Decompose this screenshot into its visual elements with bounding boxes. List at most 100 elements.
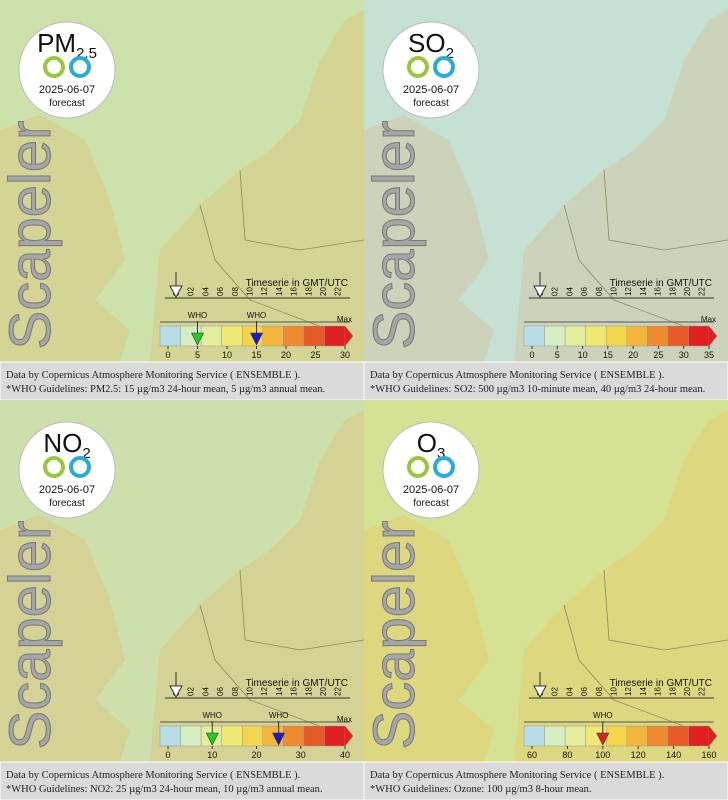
pollutant-name: O <box>417 428 437 458</box>
hour-label: 20 <box>683 687 692 696</box>
hour-label: 22 <box>698 287 707 296</box>
scale-tick-label: 20 <box>281 350 291 360</box>
scale-cell <box>647 725 669 747</box>
hour-label: 02 <box>551 287 560 296</box>
forecast-date: 2025-06-07 <box>403 484 459 496</box>
map-panel: Scapeler O3 2025-06-07 forecast Timeserie in… <box>362 400 728 800</box>
map-panel: Scapeler PM2.5 2025-06-07 forecast Timeserie… <box>0 0 365 401</box>
scale-tick-label: 10 <box>207 750 217 760</box>
pollutant-title: NO2 <box>43 428 90 462</box>
scale-max-arrow <box>345 326 353 346</box>
map-panel: Scapeler NO2 2025-06-07 forecast Timeserie i… <box>0 400 365 800</box>
who-marker <box>596 732 610 746</box>
scale-max: Max <box>337 715 352 724</box>
hour-label: 06 <box>216 287 225 296</box>
scale-cell <box>303 725 325 747</box>
scale-cell <box>221 725 243 747</box>
scale-tick-label: 120 <box>631 750 646 760</box>
scale-cell <box>180 725 202 747</box>
timeline-label: Timeserie in GMT/UTC <box>246 278 348 289</box>
scale-cell <box>564 725 586 747</box>
pollutant-subscript: 3 <box>437 445 445 462</box>
footer-guideline: *WHO Guidelines: PM2.5: 15 µg/m3 24-hour… <box>6 384 325 395</box>
scale-cell <box>667 325 689 347</box>
scale-cell <box>283 725 305 747</box>
who-marker <box>272 732 286 746</box>
borders <box>199 569 365 731</box>
scale-cell <box>626 725 648 747</box>
hour-label: 10 <box>610 687 619 696</box>
pollutant-subscript: 2 <box>82 445 90 462</box>
scale-cell <box>667 725 689 747</box>
hour-label: 22 <box>698 687 707 696</box>
now-arrow <box>169 285 183 299</box>
who-label: WHO <box>188 311 208 320</box>
footer-guideline: *WHO Guidelines: Ozone: 100 µg/m3 8-hour… <box>370 784 592 795</box>
now-arrow <box>169 685 183 699</box>
logo-right <box>433 456 455 478</box>
footer <box>363 761 728 800</box>
hour-label: 20 <box>319 687 328 696</box>
scale-cell <box>159 725 181 747</box>
hour-label: 18 <box>304 687 313 696</box>
scale-tick-label: 40 <box>340 750 350 760</box>
hour-label: 08 <box>231 287 240 296</box>
now-arrow <box>533 285 547 299</box>
scale-tick-label: 0 <box>165 350 170 360</box>
hour-label: 14 <box>639 687 648 696</box>
scale-cell <box>221 325 243 347</box>
scale-tick-label: 60 <box>527 750 537 760</box>
hour-label: 22 <box>334 287 343 296</box>
scale-tick-label: 25 <box>653 350 663 360</box>
forecast-note: forecast <box>413 498 449 509</box>
scale-tick-label: 30 <box>679 350 689 360</box>
scale-tick-label: 35 <box>704 350 714 360</box>
hour-label: 02 <box>187 687 196 696</box>
borders <box>563 169 728 331</box>
scale-cell <box>544 725 566 747</box>
brand: Scapeler <box>362 521 427 750</box>
hour-label: 04 <box>565 287 574 296</box>
hour-label: 20 <box>319 287 328 296</box>
badge <box>18 421 116 519</box>
hour-label: 08 <box>595 287 604 296</box>
scale-tick-label: 5 <box>555 350 560 360</box>
logo-right <box>69 456 91 478</box>
scale-cell <box>523 725 545 747</box>
hour-label: 20 <box>683 287 692 296</box>
scale-max-arrow <box>709 726 717 746</box>
map-panel: Scapeler SO2 2025-06-07 forecast Timeserie i… <box>362 0 728 401</box>
scale-cell <box>262 325 284 347</box>
scale-tick-label: 160 <box>701 750 716 760</box>
pollutant-name: PM <box>37 28 76 58</box>
footer-source: Data by Copernicus Atmosphere Monitoring… <box>6 370 300 381</box>
scale-tick-label: 80 <box>562 750 572 760</box>
scale-cell <box>688 325 710 347</box>
who-label: WHO <box>269 711 289 720</box>
forecast-date: 2025-06-07 <box>403 84 459 96</box>
logo-right <box>433 56 455 78</box>
scale-cell <box>241 725 264 747</box>
logo-left <box>43 56 65 78</box>
footer-guideline: *WHO Guidelines: NO2: 25 µg/m3 24-hour m… <box>6 784 323 795</box>
hour-label: 16 <box>290 287 299 296</box>
scale-tick-label: 100 <box>595 750 610 760</box>
logo-left <box>407 456 429 478</box>
forecast-note: forecast <box>49 98 85 109</box>
hour-label: 12 <box>624 287 633 296</box>
hour-label: 10 <box>246 687 255 696</box>
scale-cell <box>605 725 628 747</box>
scale-cell <box>544 325 566 347</box>
scale-max: Max <box>337 315 352 324</box>
scale-max-arrow <box>709 326 717 346</box>
who-marker <box>250 332 263 346</box>
hour-label: 12 <box>260 687 269 696</box>
hour-label: 12 <box>624 687 633 696</box>
scale-cell <box>605 325 628 347</box>
pollutant-title: O3 <box>417 428 446 462</box>
who-label: WHO <box>593 711 613 720</box>
borders <box>199 169 365 331</box>
footer <box>0 361 365 401</box>
hour-label: 02 <box>187 287 196 296</box>
